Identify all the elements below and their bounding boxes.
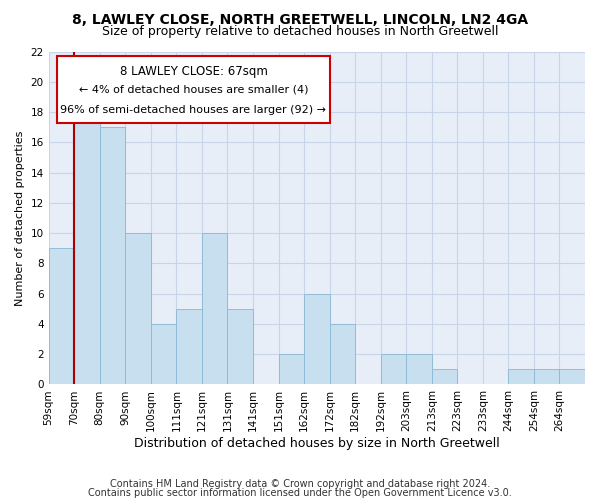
Bar [432, 370, 457, 384]
Text: Size of property relative to detached houses in North Greetwell: Size of property relative to detached ho… [102, 25, 498, 38]
Bar [125, 233, 151, 384]
Text: Contains public sector information licensed under the Open Government Licence v3: Contains public sector information licen… [88, 488, 512, 498]
Bar [74, 112, 100, 384]
Text: 8 LAWLEY CLOSE: 67sqm: 8 LAWLEY CLOSE: 67sqm [119, 65, 268, 78]
Bar [100, 127, 125, 384]
Bar [49, 248, 74, 384]
Bar [304, 294, 329, 384]
Bar [406, 354, 432, 384]
Text: Contains HM Land Registry data © Crown copyright and database right 2024.: Contains HM Land Registry data © Crown c… [110, 479, 490, 489]
Y-axis label: Number of detached properties: Number of detached properties [15, 130, 25, 306]
Bar [534, 370, 559, 384]
Bar [202, 233, 227, 384]
Bar [508, 370, 534, 384]
Bar [151, 324, 176, 384]
Bar [227, 309, 253, 384]
Text: ← 4% of detached houses are smaller (4): ← 4% of detached houses are smaller (4) [79, 85, 308, 95]
X-axis label: Distribution of detached houses by size in North Greetwell: Distribution of detached houses by size … [134, 437, 500, 450]
Text: 8, LAWLEY CLOSE, NORTH GREETWELL, LINCOLN, LN2 4GA: 8, LAWLEY CLOSE, NORTH GREETWELL, LINCOL… [72, 12, 528, 26]
Bar [176, 309, 202, 384]
FancyBboxPatch shape [57, 56, 330, 123]
Bar [559, 370, 585, 384]
Bar [278, 354, 304, 384]
Text: 96% of semi-detached houses are larger (92) →: 96% of semi-detached houses are larger (… [61, 105, 326, 115]
Bar [329, 324, 355, 384]
Bar [380, 354, 406, 384]
